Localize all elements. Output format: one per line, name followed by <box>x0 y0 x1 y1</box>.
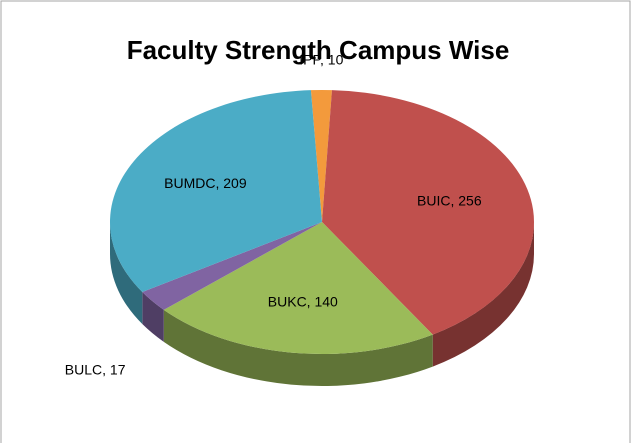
slice-side <box>142 292 164 342</box>
slice <box>110 90 322 293</box>
slice <box>142 222 322 310</box>
data-label: BUIC, 256 <box>417 192 482 208</box>
data-label: BULC, 17 <box>65 361 126 377</box>
chart-title: Faculty Strength Campus Wise <box>127 35 510 65</box>
slice <box>163 222 433 354</box>
data-label: IPP, 10 <box>299 52 343 68</box>
slice-side <box>110 222 143 325</box>
slice-side <box>163 309 433 386</box>
slice <box>310 90 332 223</box>
slice-side <box>432 222 534 367</box>
data-label: BUKC, 140 <box>268 294 338 310</box>
slice <box>322 90 534 335</box>
data-label: BUMDC, 209 <box>164 175 247 191</box>
